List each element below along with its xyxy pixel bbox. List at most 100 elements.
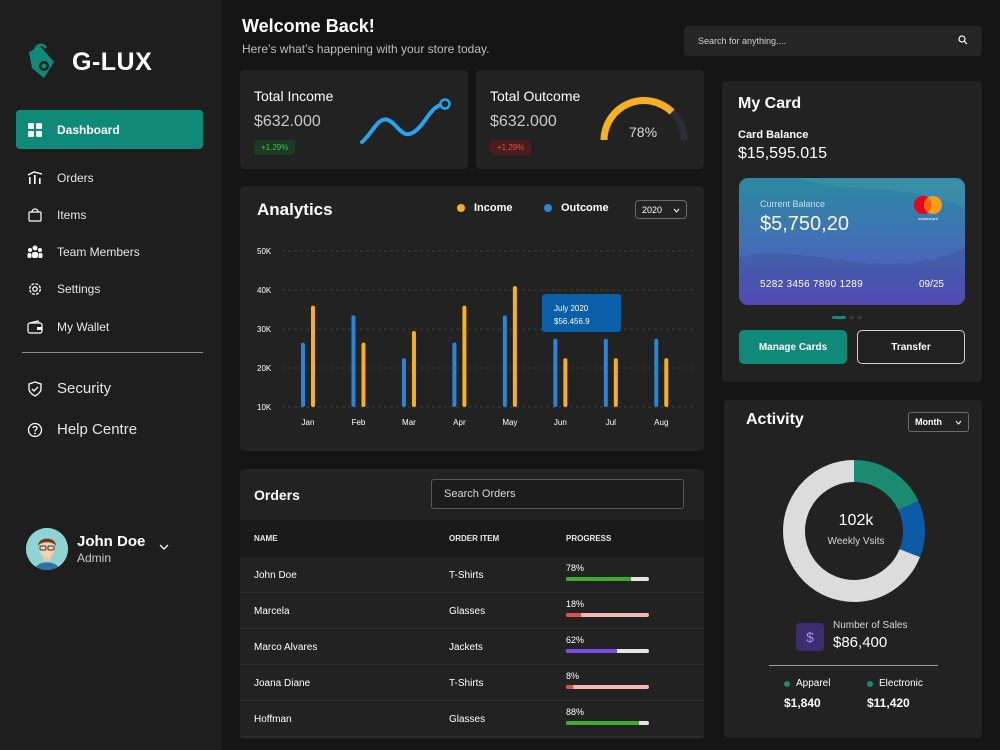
bag-icon [27, 207, 43, 223]
orders-title: Orders [254, 487, 300, 503]
user-profile[interactable]: John Doe Admin [26, 528, 169, 570]
outcome-gauge-percent: 78% [629, 124, 658, 140]
sidebar-item-settings[interactable]: Settings [16, 269, 203, 308]
card-current-balance-value: $5,750,20 [760, 213, 849, 235]
sidebar-item-orders[interactable]: Orders [16, 158, 203, 197]
legend-outcome-dot [544, 204, 552, 212]
electronic-dot [867, 680, 873, 687]
total-outcome-card: Total Outcome $632.000 +1.29% 78% [476, 70, 704, 169]
sidebar-item-label: Orders [57, 170, 94, 185]
y-tick-label: 20K [257, 364, 272, 373]
sidebar-item-label: My Wallet [57, 319, 110, 334]
bar-outcome [603, 338, 608, 407]
carousel-dot[interactable] [849, 316, 854, 319]
avatar [26, 528, 68, 570]
outcome-value: $632.000 [490, 113, 557, 130]
carousel-dot[interactable] [857, 316, 862, 319]
x-tick-label: Feb [352, 418, 366, 427]
sidebar-item-dashboard[interactable]: Dashboard [16, 110, 203, 149]
progress-bar [566, 577, 649, 581]
orders-search-input[interactable]: Search Orders [431, 479, 684, 509]
transfer-button[interactable]: Transfer [857, 330, 965, 364]
help-icon [27, 422, 43, 438]
sidebar-item-team-members[interactable]: Team Members [16, 232, 203, 271]
sidebar-item-security[interactable]: Security [16, 369, 203, 408]
search-input[interactable]: Search for anything.... [684, 26, 982, 56]
table-row[interactable]: Marco Alvares Jackets 62% [240, 629, 704, 665]
row-name: Marcela [254, 606, 290, 617]
chevron-down-icon[interactable] [159, 537, 169, 555]
table-row[interactable]: Marcela Glasses 18% [240, 593, 704, 629]
row-name: John Doe [254, 570, 297, 581]
table-row[interactable]: Hoffman Glasses 88% [240, 701, 704, 737]
row-progress-percent: 78% [566, 563, 585, 573]
sidebar-item-label: Items [57, 207, 87, 222]
page-title: Welcome Back! [242, 16, 375, 36]
progress-bar [566, 613, 649, 617]
x-tick-label: Aug [654, 418, 668, 427]
x-tick-label: Apr [453, 418, 466, 427]
y-tick-label: 40K [257, 286, 272, 295]
user-name: John Doe [77, 533, 146, 550]
bar-outcome [301, 342, 305, 407]
gear-icon [27, 281, 43, 297]
x-tick-label: May [502, 418, 517, 427]
x-tick-label: Jan [302, 418, 315, 427]
y-tick-label: 10K [257, 403, 272, 412]
card-carousel-dots[interactable] [832, 316, 862, 319]
outcome-title: Total Outcome [490, 88, 581, 104]
my-card-panel: My Card Card Balance $15,595.015 Current… [722, 81, 982, 382]
analytics-title: Analytics [257, 200, 333, 219]
chevron-down-icon [955, 417, 962, 427]
income-sparkline [360, 98, 451, 144]
manage-cards-button[interactable]: Manage Cards [739, 330, 847, 364]
credit-card[interactable]: Current Balance $5,750,20 mastercard 528… [739, 178, 965, 305]
activity-title: Activity [746, 411, 804, 428]
table-row[interactable]: Joana Diane T-Shirts 8% [240, 665, 704, 701]
row-progress-percent: 88% [566, 707, 585, 717]
total-income-card: Total Income $632.000 +1.29% [240, 70, 468, 169]
year-select[interactable]: 2020 [635, 200, 687, 219]
carousel-dot-active[interactable] [832, 316, 846, 319]
column-header-name: NAME [254, 534, 278, 543]
bar-outcome [401, 358, 406, 407]
brand-logo[interactable]: G-LUX [26, 40, 152, 85]
bar-income [613, 358, 618, 407]
tooltip-value: $56.456.9 [554, 317, 590, 326]
donut-center-label: Weekly Vsits [827, 536, 885, 547]
user-role: Admin [77, 551, 112, 565]
column-header-progress: PROGRESS [566, 534, 612, 543]
breakdown-apparel: Apparel [784, 678, 830, 689]
income-title: Total Income [254, 88, 334, 104]
bar-outcome [553, 338, 558, 407]
search-icon[interactable] [958, 35, 968, 47]
card-number: 5282 3456 7890 1289 [760, 279, 864, 290]
bar-income [311, 305, 315, 407]
sidebar-divider [22, 352, 203, 353]
analytics-card: Analytics Income Outcome 2020 10K 20K 30K 4… [240, 186, 704, 451]
search-placeholder: Search for anything.... [698, 36, 787, 46]
sidebar-item-help-centre[interactable]: Help Centre [16, 410, 203, 449]
card-expiry: 09/25 [918, 279, 944, 290]
chart-icon [27, 170, 43, 186]
period-select[interactable]: Month [908, 412, 969, 432]
legend-outcome-label: Outcome [561, 202, 609, 214]
progress-fill [566, 649, 618, 653]
bar-income [664, 358, 669, 407]
column-header-order-item: ORDER ITEM [449, 534, 500, 543]
table-row[interactable]: John Doe T-Shirts 78% [240, 557, 704, 593]
sidebar-item-label: Help Centre [57, 421, 138, 438]
progress-fill [566, 613, 581, 617]
shopping-bag-logo-icon [26, 40, 58, 85]
sidebar-item-items[interactable]: Items [16, 195, 203, 234]
row-progress-percent: 62% [566, 635, 585, 645]
breakdown-apparel-label: Apparel [796, 678, 831, 689]
row-progress-percent: 8% [566, 671, 580, 681]
outcome-gauge [600, 96, 688, 141]
breakdown-electronic: Electronic [867, 678, 923, 689]
row-name: Marco Alvares [254, 642, 318, 653]
progress-bar [566, 649, 649, 653]
row-order-item: Glasses [449, 714, 486, 725]
x-tick-label: Jun [554, 418, 567, 427]
sidebar-item-my-wallet[interactable]: My Wallet [16, 307, 203, 346]
